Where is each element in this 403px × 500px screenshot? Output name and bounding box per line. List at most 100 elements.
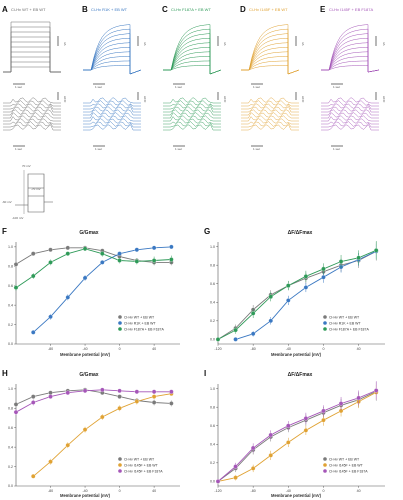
- fluorescence-trace: [321, 118, 379, 125]
- data-point: [134, 259, 140, 264]
- fluorescence-trace: [83, 103, 141, 110]
- trace-panel-b: B Ci-Hv R1K + EB WT nA ΔF/F 1 sec 1 sec: [82, 5, 147, 151]
- current-trace: [163, 47, 222, 75]
- fluorescence-trace: [3, 103, 61, 110]
- current-traces-a: [3, 21, 61, 85]
- data-point: [31, 474, 36, 479]
- data-point: [151, 389, 157, 395]
- data-point: [48, 459, 53, 464]
- fluorescence-trace: [241, 118, 299, 125]
- current-scale-label-e: nA: [382, 42, 386, 46]
- x-tick-label: -80: [48, 347, 53, 351]
- fluorescence-trace: [3, 112, 61, 119]
- fluor-scale-label-a: ΔF/F: [63, 96, 67, 103]
- chart-panel-h: H G/Gmax Membrane potential (mV) -80 -40 0…: [2, 369, 180, 498]
- legend-entry: Ci-Hv WT + EB WT: [124, 315, 155, 319]
- current-traces-c: [163, 24, 222, 85]
- x-tick-label: 0: [119, 489, 121, 493]
- voltage-protocol: 70 mV -70 mV -60 mV -100 mV: [2, 164, 53, 220]
- data-point: [373, 248, 379, 253]
- data-point: [286, 423, 291, 428]
- y-tick-label: 0.0: [210, 338, 215, 342]
- fluor-scale-label-c: ΔF/F: [223, 96, 227, 103]
- current-trace: [3, 26, 61, 73]
- data-point: [250, 445, 256, 451]
- data-point: [303, 428, 309, 433]
- legend-entry: Ci-Hv WT + EB WT: [329, 457, 360, 461]
- legend-marker: [323, 315, 327, 319]
- data-point: [169, 401, 174, 406]
- data-point: [134, 247, 140, 253]
- fluorescence-trace: [3, 97, 61, 104]
- data-point: [100, 414, 105, 420]
- current-trace: [163, 37, 222, 75]
- series-line: [217, 390, 377, 482]
- current-trace: [83, 28, 142, 75]
- fluorescence-trace: [83, 121, 141, 128]
- current-trace: [163, 24, 222, 75]
- current-trace: [83, 60, 142, 75]
- x-tick-label: 0: [322, 347, 324, 351]
- legend-marker: [323, 469, 327, 473]
- trace-panel-c: C Ci-Hv F187A + EB WT nA ΔF/F 1 sec 1 se…: [162, 5, 227, 151]
- data-point: [373, 388, 379, 393]
- current-trace: [163, 60, 222, 75]
- data-point: [100, 251, 105, 256]
- series-line: [235, 250, 377, 340]
- y-tick-label: 0.8: [8, 264, 13, 268]
- legend-marker: [323, 327, 327, 331]
- x-tick-label: 0: [119, 347, 121, 351]
- data-point: [82, 427, 88, 432]
- chart-title-h: G/Gmax: [79, 372, 98, 378]
- panel-letter-h: H: [2, 369, 8, 378]
- y-tick-label: 0.8: [8, 406, 13, 410]
- data-point: [151, 258, 157, 263]
- panel-title-c: Ci-Hv F187A + EB WT: [171, 7, 211, 12]
- protocol-left-label: -60 mV: [2, 200, 12, 204]
- panel-letter-c: C: [162, 5, 168, 14]
- time-scale-label-d2: 1 sec: [253, 147, 261, 151]
- data-point: [250, 331, 256, 337]
- fluorescence-trace: [163, 106, 221, 113]
- fluorescence-trace: [321, 112, 379, 119]
- fluor-scale-label-e: ΔF/F: [382, 96, 386, 103]
- current-traces-d: [241, 24, 300, 85]
- current-trace: [241, 28, 300, 75]
- panel-letter-i: I: [204, 369, 206, 378]
- y-tick-label: 0.6: [210, 282, 215, 286]
- data-point: [268, 318, 273, 324]
- chart-xlabel-g: Membrane potential (mV): [271, 352, 322, 357]
- data-point: [286, 440, 291, 445]
- data-point: [48, 314, 53, 320]
- fluorescence-trace: [3, 115, 61, 122]
- y-tick-label: 0.4: [210, 442, 215, 446]
- series-line: [217, 250, 377, 340]
- chart-xlabel-f: Membrane potential (mV): [60, 352, 111, 357]
- data-point: [268, 453, 273, 458]
- current-trace: [3, 56, 61, 73]
- data-point: [13, 262, 19, 267]
- fluorescence-trace: [3, 124, 61, 131]
- data-point: [286, 283, 291, 288]
- data-point: [65, 390, 71, 395]
- data-point: [268, 432, 273, 438]
- data-point: [321, 417, 326, 423]
- time-scale-label-e2: 1 sec: [333, 147, 341, 151]
- y-tick-label: 0.6: [8, 426, 13, 430]
- legend-entry: Ci-Hv F187A + EB F187A: [124, 327, 164, 331]
- legend-marker: [118, 457, 122, 461]
- legend-entry: Ci-Hv F187A + EB F187A: [329, 327, 369, 331]
- legend-marker: [118, 463, 122, 467]
- data-point: [65, 251, 71, 256]
- trace-panel-a: A Ci-Hv WT + EB WT nA ΔF/F 1 sec 1 sec: [2, 5, 67, 151]
- series-line: [15, 389, 172, 413]
- chart-xlabel-i: Membrane potential (mV): [271, 493, 322, 498]
- data-point: [48, 247, 53, 253]
- data-point: [31, 400, 36, 405]
- panel-letter-d: D: [240, 5, 246, 14]
- data-point: [48, 390, 53, 395]
- protocol-steps: [15, 173, 53, 213]
- fluorescence-trace: [163, 118, 221, 125]
- fluorescence-trace: [321, 97, 379, 104]
- current-trace: [163, 51, 222, 75]
